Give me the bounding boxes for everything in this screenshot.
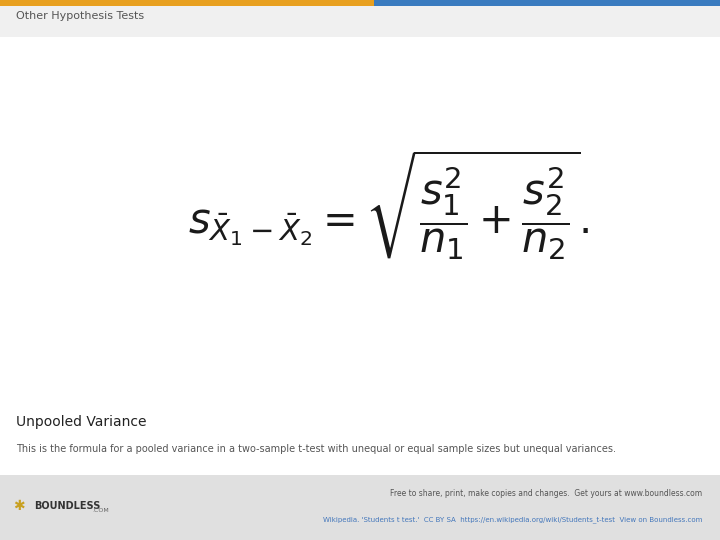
Bar <box>374 0 720 6</box>
Text: Wikipedia. 'Students t test.'  CC BY SA  https://en.wikipedia.org/wiki/Students_: Wikipedia. 'Students t test.' CC BY SA h… <box>323 516 702 523</box>
Bar <box>0 0 374 6</box>
Text: Unpooled Variance: Unpooled Variance <box>16 415 146 429</box>
Bar <box>0 0 720 37</box>
Bar <box>0 475 720 540</box>
Text: Other Hypothesis Tests: Other Hypothesis Tests <box>16 11 144 21</box>
Text: Free to share, print, make copies and changes.  Get yours at www.boundless.com: Free to share, print, make copies and ch… <box>390 489 702 498</box>
Text: This is the formula for a pooled variance in a two-sample t-test with unequal or: This is the formula for a pooled varianc… <box>16 443 616 454</box>
Text: $s_{\bar{X}_1 - \bar{X}_2} = \sqrt{\dfrac{s_1^2}{n_1} + \dfrac{s_2^2}{n_2}}.$: $s_{\bar{X}_1 - \bar{X}_2} = \sqrt{\dfra… <box>189 148 589 262</box>
Text: ✱: ✱ <box>13 500 24 514</box>
Text: BOUNDLESS: BOUNDLESS <box>35 501 101 511</box>
Text: .COM: .COM <box>92 508 109 514</box>
